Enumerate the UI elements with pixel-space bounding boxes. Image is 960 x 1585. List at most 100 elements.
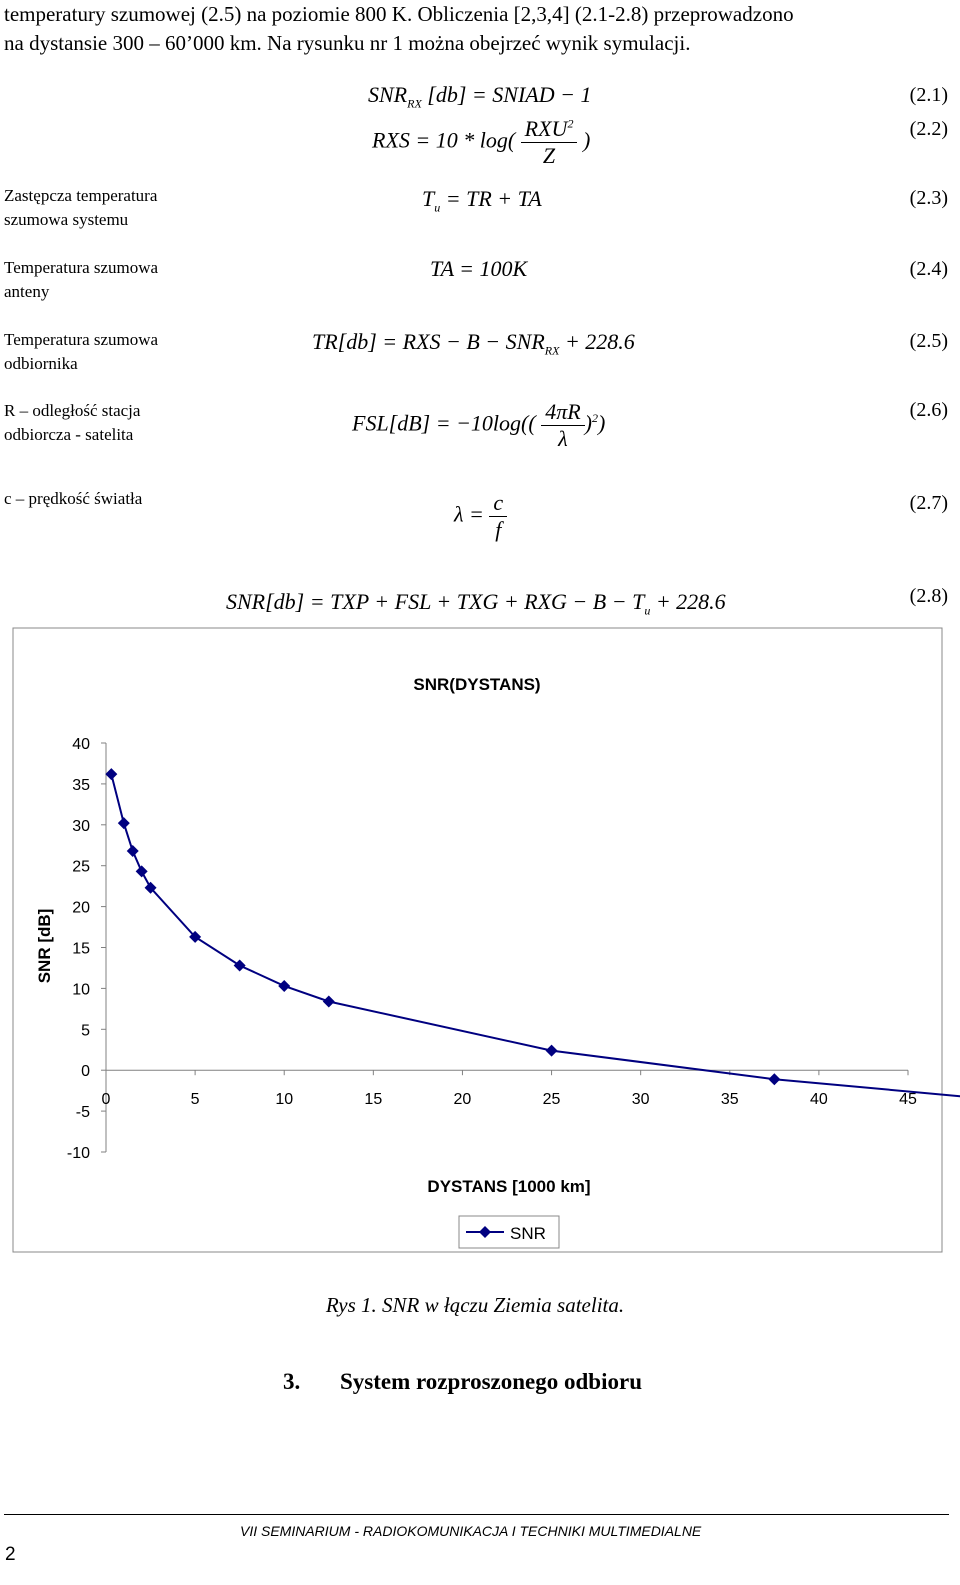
eq-term: SNR [368, 82, 408, 107]
data-point-marker [189, 930, 202, 943]
y-tick-label: 20 [72, 900, 90, 917]
chart-axes: 40 35 30 25 20 15 10 5 0 -5 -10 0 5 10 15 20 25 30 35 40 45 [67, 736, 917, 1162]
eq-superscript: 2 [592, 411, 598, 426]
data-point-marker [768, 1073, 781, 1086]
equation-number: (2.3) [909, 187, 948, 209]
intro-paragraph: temperatury szumowej (2.5) na poziomie 8… [4, 0, 954, 58]
side-label-line: Temperatura szumowa [4, 330, 159, 349]
data-point-marker [322, 995, 335, 1008]
side-label-line: odbiorcza - satelita [4, 425, 134, 444]
side-label-line: Temperatura szumowa [4, 258, 159, 277]
x-tick-label: 20 [454, 1091, 472, 1108]
section-number: 3. [283, 1369, 301, 1394]
y-tick-label: 10 [72, 981, 90, 998]
eq-term: ) [598, 410, 606, 436]
eq-term: RXU [524, 116, 568, 141]
data-point-marker [135, 865, 148, 878]
equation-2-6: FSL[dB] = −10log(( 4πR λ )2) [352, 399, 605, 452]
equation-2-4: TA = 100K [430, 256, 527, 282]
side-label-system-noise-temp: Zastępcza temperatura szumowa systemu [4, 184, 234, 232]
equation-number: (2.4) [909, 258, 948, 280]
eq-term: [db] = SNIAD − 1 [427, 82, 592, 107]
x-tick-label: 25 [543, 1091, 561, 1108]
data-point-marker [126, 844, 139, 857]
side-label-line: R – odległość stacja [4, 401, 141, 420]
x-tick-label: 35 [721, 1091, 739, 1108]
page-number: 2 [5, 1544, 16, 1565]
side-label-receiver-noise-temp: Temperatura szumowa odbiornika [4, 328, 234, 376]
equation-2-7: λ = c f [454, 490, 508, 543]
figure-caption: Rys 1. SNR w łączu Ziemia satelita. [325, 1293, 625, 1317]
eq-fraction: c f [489, 490, 508, 543]
data-point-marker [144, 881, 157, 894]
eq-subscript: RX [407, 96, 422, 111]
equation-number: (2.8) [909, 585, 948, 607]
y-tick-label: 15 [72, 941, 90, 958]
y-tick-label: -5 [76, 1104, 90, 1121]
eq-subscript: u [434, 200, 441, 215]
x-tick-label: 15 [364, 1091, 382, 1108]
eq-term: FSL[dB] = −10log(( [352, 410, 536, 436]
x-tick-label: 30 [632, 1091, 650, 1108]
chart-y-axis-label: SNR [dB] [35, 909, 54, 984]
eq-term: TR[db] = RXS − B − SNR [312, 329, 545, 354]
series-line-snr [110, 773, 960, 1098]
legend-label-snr: SNR [510, 1224, 546, 1243]
x-tick-label: 5 [191, 1091, 200, 1108]
intro-line-1: temperatury szumowej (2.5) na poziomie 8… [4, 2, 794, 26]
equation-2-3: Tu = TR + TA [422, 186, 542, 215]
intro-line-2: na dystansie 300 – 60’000 km. Na rysunku… [4, 31, 691, 55]
data-point-marker [117, 817, 130, 830]
data-point-marker [545, 1044, 558, 1057]
data-point-marker [105, 768, 118, 781]
eq-fraction: 4πR λ [541, 399, 585, 452]
equation-2-1: SNRRX [db] = SNIAD − 1 [368, 82, 591, 111]
x-tick-label: 40 [810, 1091, 828, 1108]
eq-term: T [422, 186, 435, 211]
y-tick-label: 0 [81, 1063, 90, 1080]
chart-title: SNR(DYSTANS) [413, 675, 540, 694]
eq-denominator: λ [558, 426, 568, 451]
eq-numerator: RXU2 [520, 116, 578, 143]
equation-2-2: RXS = 10 * log( RXU2 Z ) [372, 116, 590, 169]
x-tick-label: 45 [899, 1091, 917, 1108]
eq-term: ) [584, 410, 592, 436]
eq-subscript: RX [544, 343, 560, 358]
y-tick-label: 25 [72, 859, 90, 876]
equation-number: (2.2) [909, 118, 948, 140]
eq-term: TA = 100K [430, 256, 528, 281]
data-point-marker [278, 979, 291, 992]
equation-2-5: TR[db] = RXS − B − SNRRX + 228.6 [312, 329, 635, 358]
eq-fraction: RXU2 Z [520, 116, 578, 169]
footer-rule [4, 1514, 949, 1515]
eq-denominator: Z [542, 143, 556, 168]
eq-term: = TR + TA [445, 186, 542, 211]
side-label-distance-r: R – odległość stacja odbiorcza - satelit… [4, 399, 234, 447]
eq-term: λ = [454, 501, 484, 527]
equation-number: (2.5) [909, 330, 948, 352]
data-point-marker [233, 959, 246, 972]
eq-denominator: f [495, 517, 502, 542]
eq-superscript: 2 [567, 116, 574, 131]
eq-term: RXS = 10 * log( [372, 127, 516, 153]
eq-subscript: u [644, 603, 651, 618]
equation-number: (2.6) [909, 399, 948, 421]
side-label-line: Zastępcza temperatura [4, 186, 158, 205]
chart-legend: SNR [458, 1215, 560, 1249]
y-tick-label: -10 [67, 1145, 90, 1162]
eq-numerator: 4πR [541, 399, 585, 426]
side-label-speed-of-light: c – prędkość światła [4, 487, 234, 511]
running-footer: VII SEMINARIUM - RADIOKOMUNIKACJA I TECH… [240, 1523, 702, 1539]
eq-term: + 228.6 [564, 329, 635, 354]
side-label-line: c – prędkość światła [4, 489, 143, 508]
eq-term: SNR[db] = TXP + FSL + TXG + RXG − B − T [226, 589, 645, 614]
side-label-antenna-noise-temp: Temperatura szumowa anteny [4, 256, 234, 304]
chart-x-axis-label: DYSTANS [1000 km] [427, 1177, 590, 1196]
equation-number: (2.1) [909, 84, 948, 106]
equation-number: (2.7) [909, 492, 948, 514]
x-tick-label: 0 [102, 1091, 111, 1108]
chart-series [105, 768, 960, 1098]
y-tick-label: 5 [81, 1022, 90, 1039]
y-tick-label: 35 [72, 777, 90, 794]
